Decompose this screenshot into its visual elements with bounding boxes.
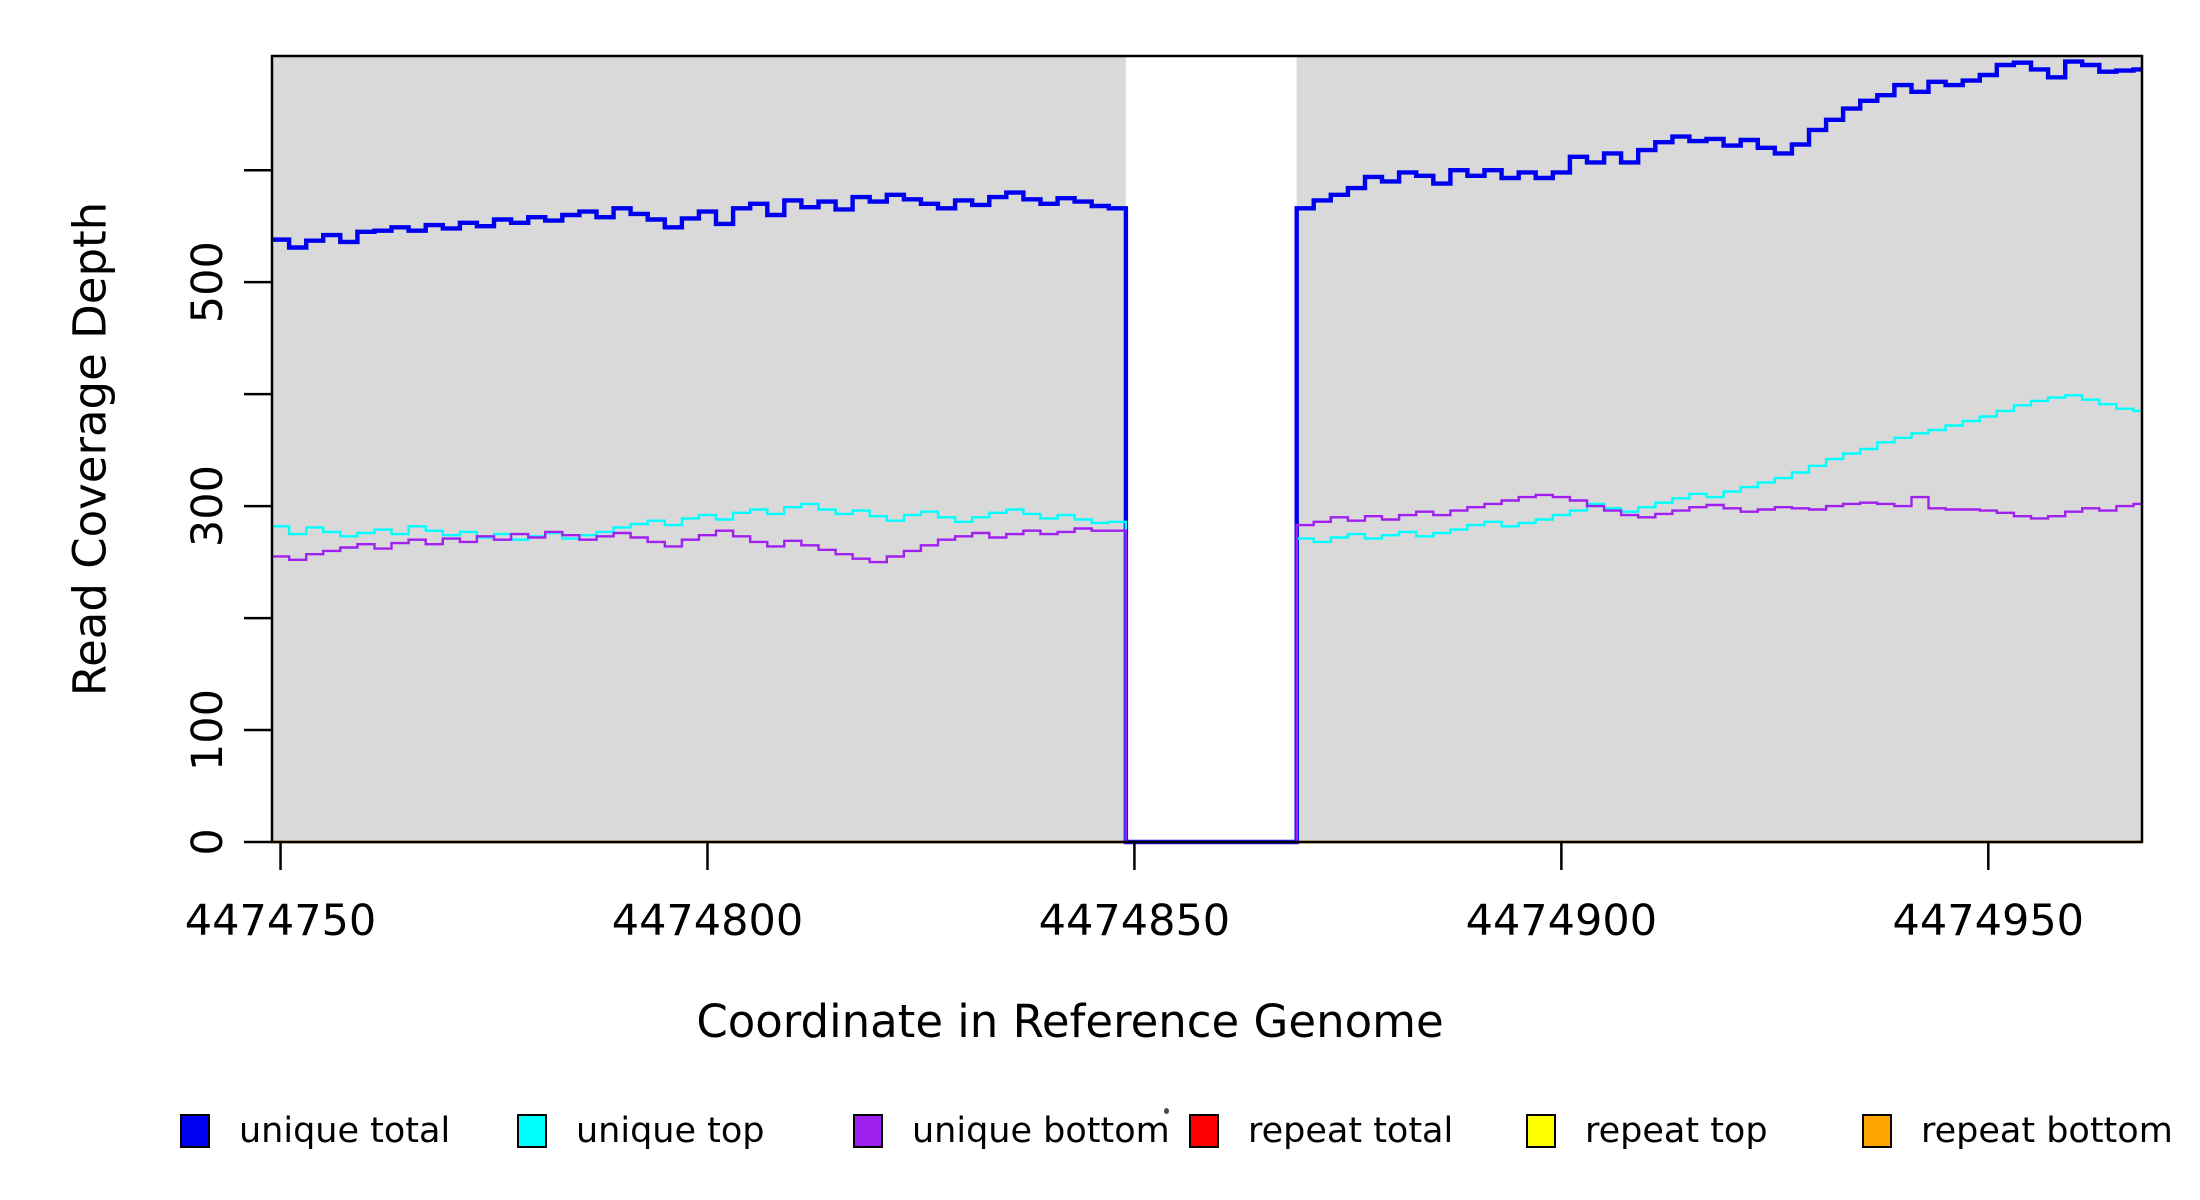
x-tick-label: 4474800	[612, 896, 804, 946]
plot-border	[270, 54, 2144, 844]
x-axis-title: Coordinate in Reference Genome	[696, 995, 1444, 1048]
x-tick-label: 4474750	[185, 896, 377, 946]
stray-dot-artifact	[1164, 1108, 1169, 1114]
x-tick-label: 4474900	[1466, 896, 1658, 946]
x-tick-label: 4474850	[1039, 896, 1231, 946]
y-tick-label: 100	[183, 689, 233, 771]
x-tick-label: 4474950	[1893, 896, 2085, 946]
y-axis-title: Read Coverage Depth	[63, 201, 117, 697]
y-tick-label: 0	[183, 828, 233, 855]
y-tick-label: 500	[183, 241, 233, 323]
zero-coverage-gap-region	[1125, 56, 1297, 842]
y-tick-label: 300	[183, 465, 233, 547]
